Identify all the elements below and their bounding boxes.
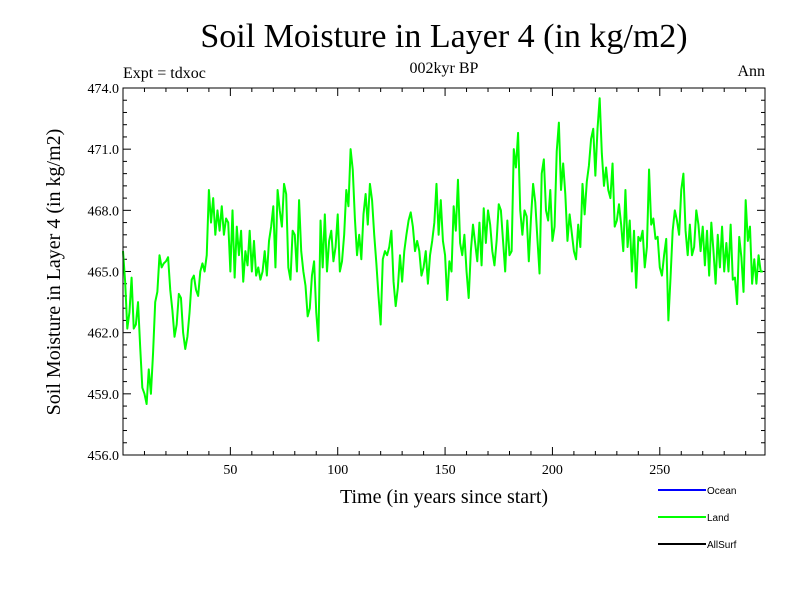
series-group: [122, 97, 763, 406]
x-tick-label: 150: [435, 463, 456, 478]
chart-title: Soil Moisture in Layer 4 (in kg/m2): [200, 18, 687, 55]
season-label: Ann: [737, 63, 765, 80]
experiment-label: Expt = tdxoc: [123, 65, 206, 82]
legend: Ocean Land AllSurf: [658, 486, 737, 551]
series-line-land: [122, 97, 763, 406]
y-tick-label: 471.0: [88, 143, 120, 158]
x-tick-label: 250: [649, 463, 670, 478]
legend-label-allsurf: AllSurf: [707, 540, 737, 551]
y-tick-label: 462.0: [88, 327, 120, 342]
y-tick-label: 474.0: [88, 82, 120, 97]
x-tick-label: 50: [223, 463, 237, 478]
y-tick-label: 465.0: [88, 266, 120, 281]
legend-label-ocean: Ocean: [707, 486, 736, 497]
y-tick-label: 456.0: [88, 449, 120, 464]
chart-subtitle: 002kyr BP: [410, 60, 479, 77]
x-axis-label: Time (in years since start): [340, 486, 548, 508]
y-tick-label: 468.0: [88, 204, 120, 219]
x-axis-ticks: 50 100 150 200 250: [143, 88, 747, 478]
plot-frame: [122, 87, 766, 456]
y-axis-label: Soil Moisture in Layer 4 (in kg/m2): [43, 129, 65, 416]
x-tick-label: 100: [327, 463, 348, 478]
legend-label-land: Land: [707, 513, 729, 524]
x-tick-label: 200: [542, 463, 563, 478]
y-tick-label: 459.0: [88, 388, 120, 403]
